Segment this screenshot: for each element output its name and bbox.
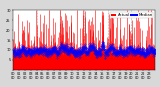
Legend: Actual, Median: Actual, Median	[110, 12, 153, 18]
